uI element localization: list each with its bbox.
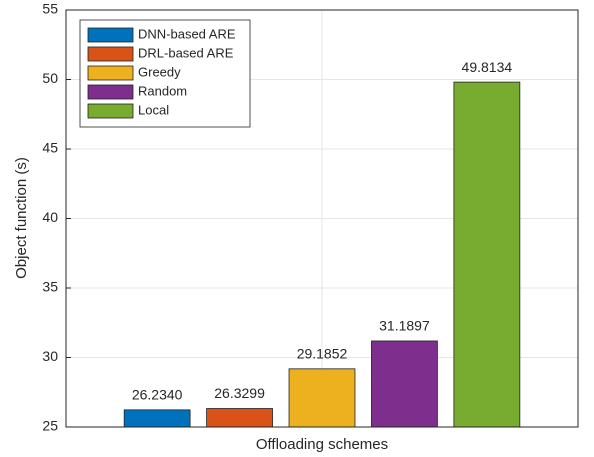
y-axis-label: Object function (s) — [13, 157, 30, 279]
legend-swatch — [87, 65, 134, 81]
legend-label: Random — [138, 83, 187, 98]
legend-label: Local — [138, 102, 169, 117]
bar — [288, 368, 356, 428]
y-tick-label: 40 — [42, 209, 58, 225]
y-tick-label: 35 — [42, 279, 58, 295]
value-label: 31.1897 — [379, 318, 430, 334]
value-label: 26.2340 — [132, 387, 183, 403]
bar — [453, 81, 521, 428]
legend-label: DNN-based ARE — [138, 26, 236, 41]
legend-swatch — [87, 103, 134, 119]
y-tick-label: 50 — [42, 70, 58, 86]
legend-swatch — [87, 27, 134, 43]
value-label: 29.1852 — [297, 346, 348, 362]
x-axis-label: Offloading schemes — [256, 436, 388, 453]
legend-label: Greedy — [138, 64, 181, 79]
legend-swatch — [87, 46, 134, 62]
y-tick-label: 45 — [42, 140, 58, 156]
bar — [206, 408, 273, 428]
y-tick-label: 30 — [42, 348, 58, 364]
plot-frame — [65, 9, 579, 428]
value-label: 49.8134 — [462, 59, 513, 75]
legend-swatch — [87, 84, 134, 100]
y-tick-label: 25 — [42, 418, 58, 434]
bar — [123, 409, 191, 428]
legend-label: DRL-based ARE — [138, 45, 234, 60]
bar — [371, 340, 438, 428]
y-tick-label: 55 — [42, 1, 58, 17]
value-label: 26.3299 — [214, 385, 265, 401]
